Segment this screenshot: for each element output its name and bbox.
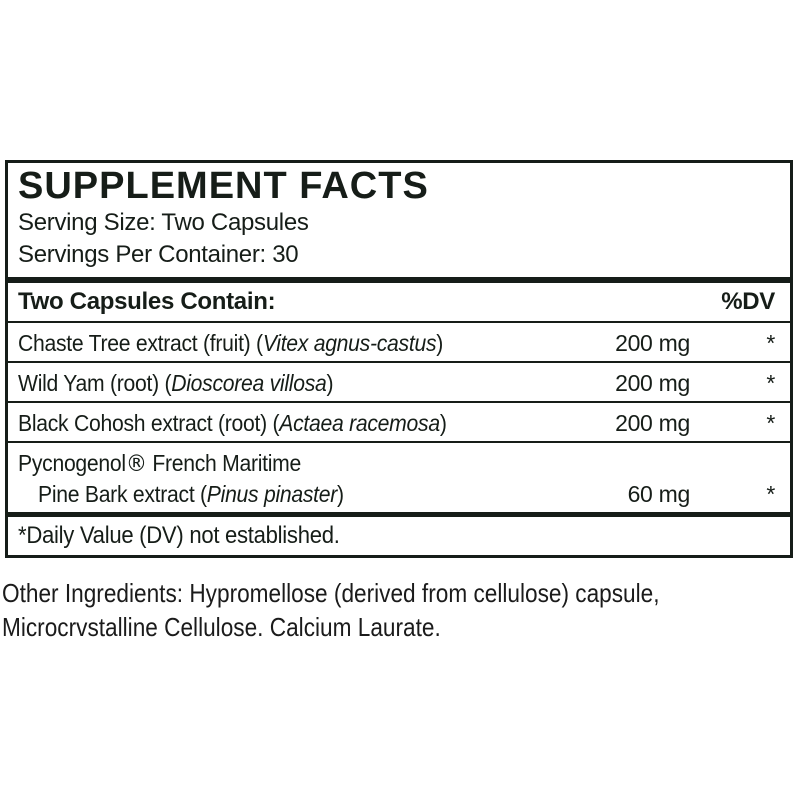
other-ingredients-line-1: Other Ingredients: Hypromellose (derived… bbox=[2, 578, 660, 608]
other-ingredients-section: Other Ingredients: Hypromellose (derived… bbox=[2, 576, 798, 644]
ingredient-rows: Chaste Tree extract (fruit) (Vitex agnus… bbox=[8, 323, 790, 512]
servings-per-container-line: Servings Per Container: 30 bbox=[18, 241, 299, 268]
species-name: Pinus pinaster bbox=[206, 481, 338, 507]
ingredient-dv-asterisk: * bbox=[766, 410, 775, 436]
dv-footnote: *Daily Value (DV) not established. bbox=[18, 522, 340, 549]
table-header-row: Two Capsules Contain: %DV bbox=[8, 283, 790, 323]
other-ingredients-line-2: Microcrvstalline Cellulose. Calcium Laur… bbox=[2, 612, 441, 642]
ingredient-amount: 200 mg bbox=[615, 410, 690, 436]
double-rule-divider bbox=[8, 512, 790, 517]
ingredient-name: Chaste Tree extract (fruit) (Vitex agnus… bbox=[18, 330, 444, 356]
ingredient-name: Pycnogenol® French Maritime Pine Bark ex… bbox=[18, 450, 344, 507]
ingredient-name: Wild Yam (root) (Dioscorea villosa) bbox=[18, 370, 334, 396]
ingredient-dv-asterisk: * bbox=[766, 330, 775, 356]
registered-trademark-icon: ® bbox=[125, 451, 147, 477]
ingredient-name: Black Cohosh extract (root) (Actaea race… bbox=[18, 410, 447, 436]
ingredient-row: Black Cohosh extract (root) (Actaea race… bbox=[8, 401, 790, 441]
header-dv-label: %DV bbox=[721, 288, 775, 315]
ingredient-dv-asterisk: * bbox=[766, 481, 775, 507]
species-name: Actaea racemosa bbox=[279, 410, 440, 436]
panel-title: SUPPLEMENT FACTS bbox=[18, 165, 429, 207]
species-name: Dioscorea villosa bbox=[171, 370, 327, 396]
ingredient-dv-asterisk: * bbox=[766, 370, 775, 396]
ingredient-row: Pycnogenol® French Maritime Pine Bark ex… bbox=[8, 441, 790, 512]
ingredient-row: Chaste Tree extract (fruit) (Vitex agnus… bbox=[8, 323, 790, 361]
serving-size-line: Serving Size: Two Capsules bbox=[18, 209, 309, 236]
species-name: Vitex agnus-castus bbox=[262, 330, 437, 356]
ingredient-amount: 200 mg bbox=[615, 370, 690, 396]
header-contains-label: Two Capsules Contain: bbox=[18, 288, 276, 315]
thick-divider bbox=[8, 277, 790, 283]
supplement-facts-panel: SUPPLEMENT FACTS Serving Size: Two Capsu… bbox=[5, 160, 793, 558]
ingredient-amount: 200 mg bbox=[615, 330, 690, 356]
ingredient-amount: 60 mg bbox=[627, 481, 691, 507]
ingredient-row: Wild Yam (root) (Dioscorea villosa) 200 … bbox=[8, 361, 790, 401]
